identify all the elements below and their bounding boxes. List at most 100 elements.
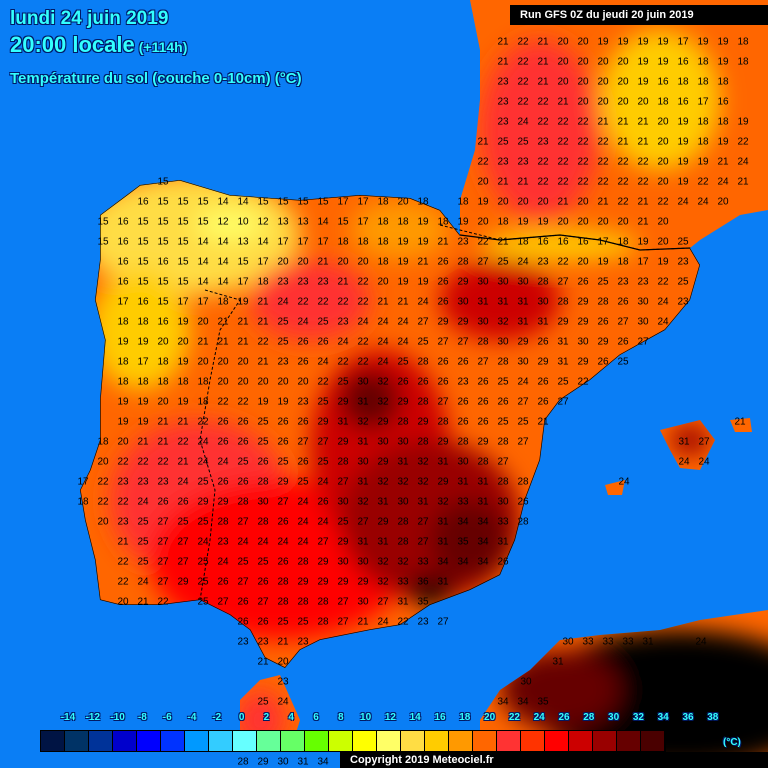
temperature-value: 22: [537, 176, 549, 188]
temperature-value: 22: [537, 96, 549, 108]
temperature-value: 32: [397, 556, 409, 568]
temperature-value: 21: [617, 116, 629, 128]
temperature-value: 25: [277, 316, 289, 328]
temperature-value: 22: [577, 156, 589, 168]
temperature-value: 27: [317, 536, 329, 548]
temperature-value: 29: [337, 396, 349, 408]
temperature-value: 24: [357, 316, 369, 328]
temperature-value: 24: [237, 536, 249, 548]
legend-tick: 26: [558, 712, 570, 723]
temperature-value: 26: [257, 576, 269, 588]
temperature-value: 19: [597, 256, 609, 268]
color-scale-swatch: [641, 731, 665, 751]
temperature-value: 19: [637, 36, 649, 48]
temperature-value: 14: [317, 216, 329, 228]
temperature-value: 14: [197, 236, 209, 248]
temperature-value: 15: [277, 196, 289, 208]
legend-tick: 36: [682, 712, 694, 723]
temperature-value: 31: [552, 656, 564, 668]
temperature-value: 31: [497, 536, 509, 548]
temperature-value: 20: [117, 596, 129, 608]
temperature-value: 31: [477, 496, 489, 508]
temperature-value: 14: [197, 276, 209, 288]
legend-tick: 38: [707, 712, 719, 723]
temperature-value: 19: [457, 216, 469, 228]
temperature-value: 22: [617, 196, 629, 208]
temperature-value: 19: [117, 336, 129, 348]
temperature-value: 19: [637, 236, 649, 248]
temperature-value: 24: [517, 116, 529, 128]
legend-tick: -6: [162, 712, 172, 723]
temperature-value: 30: [457, 456, 469, 468]
temperature-value: 21: [637, 196, 649, 208]
temperature-value: 27: [177, 556, 189, 568]
temperature-value: 23: [277, 276, 289, 288]
temperature-value: 15: [337, 216, 349, 228]
temperature-value: 24: [397, 316, 409, 328]
temperature-value: 24: [217, 556, 229, 568]
temperature-value: 25: [317, 456, 329, 468]
temperature-value: 15: [317, 196, 329, 208]
temperature-value: 18: [737, 36, 749, 48]
temperature-value: 22: [697, 176, 709, 188]
forecast-date: lundi 24 juin 2019: [10, 8, 169, 29]
temperature-value: 26: [217, 436, 229, 448]
temperature-value: 26: [317, 336, 329, 348]
temperature-value: 20: [277, 656, 289, 668]
temperature-value: 25: [677, 276, 689, 288]
temperature-value: 26: [617, 296, 629, 308]
temperature-value: 25: [277, 456, 289, 468]
temperature-value: 20: [657, 176, 669, 188]
temperature-value: 21: [637, 136, 649, 148]
temperature-value: 22: [117, 576, 129, 588]
temperature-value: 28: [277, 596, 289, 608]
temperature-value: 32: [377, 396, 389, 408]
color-scale-swatch: [305, 731, 329, 751]
temperature-value: 20: [237, 356, 249, 368]
temperature-value: 29: [537, 356, 549, 368]
temperature-value: 20: [577, 96, 589, 108]
temperature-value: 22: [337, 356, 349, 368]
temperature-value: 21: [737, 176, 749, 188]
temperature-value: 24: [317, 356, 329, 368]
temperature-value: 26: [217, 576, 229, 588]
temperature-value: 25: [497, 376, 509, 388]
temperature-value: 15: [137, 276, 149, 288]
temperature-value: 21: [557, 96, 569, 108]
temperature-value: 22: [237, 396, 249, 408]
temperature-value: 20: [197, 316, 209, 328]
temperature-value: 25: [397, 356, 409, 368]
temperature-value: 22: [117, 556, 129, 568]
temperature-value: 26: [497, 396, 509, 408]
legend-tick: 28: [583, 712, 595, 723]
temperature-value: 13: [297, 216, 309, 228]
temperature-value: 18: [677, 76, 689, 88]
temperature-value: 29: [577, 296, 589, 308]
temperature-value: 26: [397, 376, 409, 388]
temperature-value: 18: [657, 96, 669, 108]
temperature-value: 28: [237, 756, 249, 768]
temperature-value: 18: [217, 296, 229, 308]
temperature-value: 27: [637, 336, 649, 348]
temperature-value: 30: [517, 276, 529, 288]
temperature-value: 33: [497, 516, 509, 528]
temperature-value: 34: [317, 756, 329, 768]
legend-tick: 20: [484, 712, 496, 723]
temperature-value: 26: [457, 416, 469, 428]
temperature-value: 23: [497, 156, 509, 168]
temperature-value: 21: [717, 156, 729, 168]
temperature-value: 31: [642, 636, 654, 648]
temperature-value: 23: [217, 536, 229, 548]
temperature-value: 31: [357, 476, 369, 488]
temperature-value: 18: [697, 56, 709, 68]
legend-tick: 12: [384, 712, 396, 723]
temperature-value: 31: [437, 576, 449, 588]
temperature-value: 22: [657, 276, 669, 288]
temperature-value: 18: [337, 236, 349, 248]
copyright-text: Copyright 2019 Meteociel.fr: [350, 754, 494, 766]
temperature-value: 21: [477, 136, 489, 148]
temperature-value: 19: [717, 36, 729, 48]
temperature-value: 22: [537, 156, 549, 168]
temperature-value: 24: [277, 296, 289, 308]
temperature-value: 22: [617, 176, 629, 188]
